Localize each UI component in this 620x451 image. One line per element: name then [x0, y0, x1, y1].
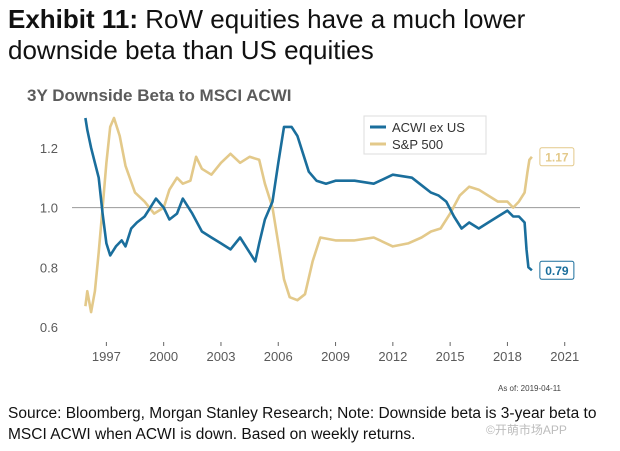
- chart-title: 3Y Downside Beta to MSCI ACWI: [27, 86, 292, 105]
- end-label-box: [539, 260, 575, 280]
- watermark: ©开萌市场APP: [486, 423, 567, 437]
- x-tick-label: 1997: [92, 349, 121, 364]
- exhibit-headline: RoW equities have a much lower downside …: [8, 4, 526, 65]
- series-line-acwi-ex-us: [84, 117, 533, 272]
- end-value-label: 0.79: [545, 264, 569, 278]
- x-tick-label: 2015: [436, 349, 465, 364]
- x-tick-label: 2006: [264, 349, 293, 364]
- x-tick-label: 2003: [207, 349, 236, 364]
- as-of-date: As of: 2019-04-11: [498, 384, 562, 393]
- legend-box: [363, 115, 487, 155]
- x-tick-label: 2000: [149, 349, 178, 364]
- x-tick-label: 2009: [321, 349, 350, 364]
- downside-beta-chart: 0.6 0.8 1.0 1.2 1997 2000 2003 2006 2009 2012 2015…: [40, 115, 580, 364]
- end-label-box: [539, 147, 575, 167]
- y-tick-label: 1.2: [40, 141, 58, 156]
- x-tick-label: 2018: [493, 349, 522, 364]
- y-tick-label: 0.6: [40, 320, 58, 335]
- legend-label: ACWI ex US: [392, 120, 465, 135]
- exhibit-title: Exhibit 11: RoW equities have a much low…: [8, 4, 612, 66]
- series-line-sp500: [84, 116, 533, 314]
- end-value-label: 1.17: [545, 150, 569, 164]
- x-tick-label: 2021: [550, 349, 579, 364]
- source-note: Source: Bloomberg, Morgan Stanley Resear…: [8, 405, 597, 443]
- exhibit-label: Exhibit 11:: [8, 4, 139, 34]
- legend-label: S&P 500: [392, 137, 443, 152]
- y-tick-label: 1.0: [40, 201, 58, 216]
- y-tick-label: 0.8: [40, 260, 58, 275]
- x-tick-label: 2012: [378, 349, 407, 364]
